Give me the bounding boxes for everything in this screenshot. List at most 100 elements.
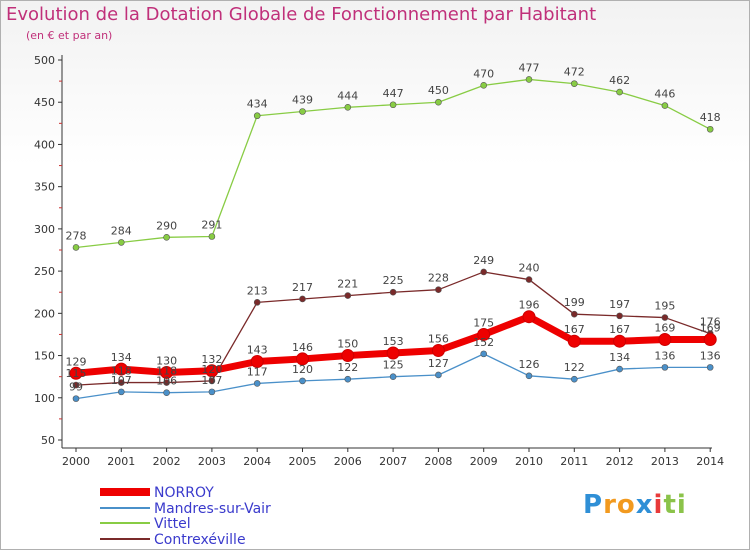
data-point [163, 389, 170, 397]
data-point [570, 310, 578, 318]
y-tick-label: 400 [34, 138, 55, 151]
data-label: 228 [428, 272, 449, 285]
legend-label: Mandres-sur-Vair [154, 501, 271, 517]
data-label: 477 [519, 61, 540, 74]
data-point [299, 377, 306, 385]
data-label: 117 [247, 365, 268, 378]
data-point [299, 295, 306, 303]
data-label: 199 [564, 296, 585, 309]
x-tick-label: 2012 [606, 455, 634, 468]
data-label: 152 [473, 336, 494, 349]
data-point [431, 343, 445, 357]
data-label: 153 [383, 335, 404, 348]
data-point [613, 334, 627, 348]
legend-label: Contrexéville [154, 532, 246, 548]
data-label: 444 [337, 89, 358, 102]
data-label: 118 [156, 365, 177, 378]
data-label: 439 [292, 94, 313, 107]
x-tick-label: 2004 [243, 455, 271, 468]
data-label: 146 [292, 341, 313, 354]
legend-label: Vittel [154, 516, 191, 532]
data-point [389, 101, 397, 109]
data-point [661, 314, 669, 321]
data-label: 462 [609, 74, 630, 87]
data-label: 150 [337, 338, 358, 351]
data-point [208, 233, 216, 240]
y-tick-label: 100 [34, 392, 55, 405]
data-point [661, 102, 669, 109]
data-label: 249 [473, 254, 494, 267]
y-tick-label: 300 [34, 223, 55, 236]
y-tick-label: 50 [41, 434, 55, 447]
data-label: 167 [609, 323, 630, 336]
data-point [160, 365, 174, 379]
data-point [661, 364, 669, 371]
y-tick-label: 250 [34, 265, 55, 278]
y-tick-label: 200 [34, 307, 55, 320]
data-point [118, 388, 125, 396]
data-label: 291 [201, 218, 222, 231]
data-point [344, 103, 352, 111]
legend-label: NORROY [154, 485, 214, 501]
data-point [163, 379, 170, 386]
data-point [253, 299, 261, 306]
data-point [69, 366, 83, 380]
data-point [658, 333, 672, 347]
data-point [706, 125, 714, 133]
data-label: 213 [247, 284, 268, 297]
data-point [386, 346, 400, 360]
data-point [114, 362, 128, 376]
data-label: 134 [609, 351, 630, 364]
data-label: 125 [383, 359, 404, 372]
data-point [118, 239, 125, 246]
data-label: 195 [654, 300, 675, 313]
chart-subtitle: (en € et par an) [26, 29, 113, 42]
data-label: 175 [473, 316, 494, 329]
data-label: 127 [428, 357, 449, 370]
data-label: 450 [428, 84, 449, 97]
data-label: 136 [654, 349, 675, 362]
data-label: 176 [700, 316, 721, 329]
x-tick-label: 2002 [153, 455, 181, 468]
data-point [208, 388, 216, 396]
y-tick-label: 450 [34, 96, 55, 109]
data-label: 290 [156, 219, 177, 232]
data-label: 132 [201, 353, 222, 366]
data-label: 136 [700, 349, 721, 362]
data-label: 156 [428, 332, 449, 345]
data-point [616, 365, 623, 373]
data-point [525, 76, 533, 83]
data-point [480, 268, 488, 276]
data-point [253, 112, 261, 120]
x-tick-label: 2008 [424, 455, 452, 468]
data-label: 99 [69, 381, 83, 394]
data-point [435, 286, 442, 293]
data-point [118, 379, 125, 386]
data-point [341, 349, 355, 363]
data-point [72, 381, 80, 389]
data-label: 120 [201, 363, 222, 376]
x-tick-label: 2013 [651, 455, 679, 468]
data-label: 134 [111, 351, 132, 364]
data-label: 470 [473, 67, 494, 80]
data-point [435, 98, 442, 106]
data-label: 122 [564, 361, 585, 374]
data-point [522, 310, 536, 324]
data-label: 472 [564, 66, 585, 79]
y-tick-label: 150 [34, 350, 55, 363]
data-label: 197 [609, 298, 630, 311]
x-tick-label: 2011 [560, 455, 588, 468]
data-point [616, 88, 623, 96]
y-tick-label: 500 [34, 54, 55, 67]
data-label: 143 [247, 343, 268, 356]
data-label: 284 [111, 224, 132, 237]
data-point [205, 364, 219, 378]
data-label: 196 [519, 299, 540, 312]
data-label: 240 [519, 262, 540, 275]
data-label: 446 [654, 88, 675, 101]
data-point [616, 312, 623, 320]
data-point [344, 292, 352, 299]
data-point [570, 80, 578, 87]
data-point [299, 108, 306, 115]
